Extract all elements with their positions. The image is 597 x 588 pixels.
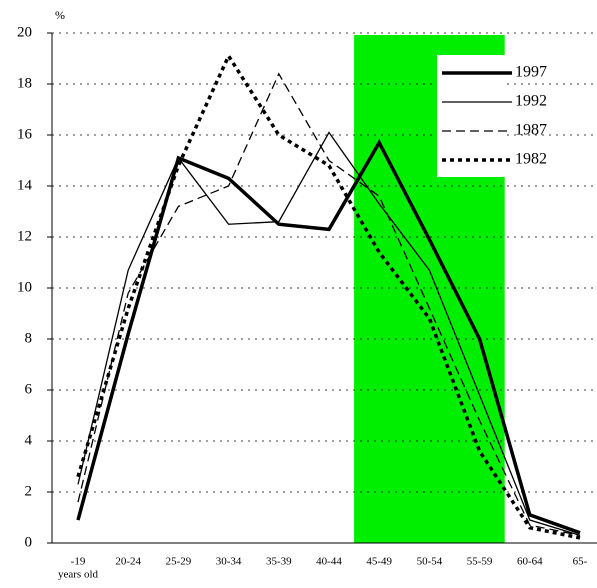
y-tick-label: 8 (25, 330, 33, 346)
y-tick-label: 16 (17, 126, 33, 142)
y-tick-label: 20 (17, 24, 32, 40)
y-tick-label: 4 (25, 432, 33, 448)
y-unit: % (55, 8, 65, 22)
y-tick-label: 12 (17, 228, 32, 244)
x-tick-label: 30-34 (216, 556, 242, 568)
x-tick-label: 25-29 (166, 556, 192, 568)
x-tick-label: 40-44 (316, 556, 342, 568)
legend-label: 1982 (515, 151, 547, 168)
legend-label: 1992 (515, 93, 547, 110)
x-tick-label: 60-64 (517, 556, 543, 568)
x-tick-label: -19 (71, 556, 86, 568)
series-line (76, 52, 581, 540)
x-tick-label: 20-24 (115, 556, 141, 568)
y-tick-label: 10 (17, 279, 32, 295)
series-line (77, 131, 581, 536)
series-line (77, 72, 581, 536)
legend-label: 1987 (515, 122, 547, 139)
y-tick-label: 14 (17, 177, 33, 193)
y-tick-label: 2 (25, 483, 33, 499)
y-tick-label: 18 (17, 75, 32, 91)
x-sublabel: years old (58, 569, 99, 581)
y-tick-label: 6 (25, 381, 33, 397)
legend-box (437, 55, 507, 177)
x-tick-label: 65- (573, 556, 588, 568)
legend-label: 1997 (515, 64, 547, 81)
x-tick-label: 55-59 (467, 556, 493, 568)
y-tick-label: 0 (25, 534, 33, 550)
x-tick-label: 50-54 (417, 556, 443, 568)
x-tick-label: 35-39 (266, 556, 292, 568)
x-tick-label: 45-49 (366, 556, 392, 568)
